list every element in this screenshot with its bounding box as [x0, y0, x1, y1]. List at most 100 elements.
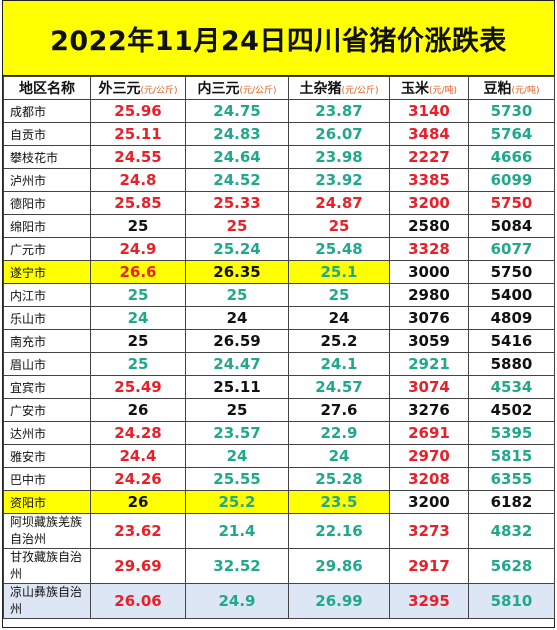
region-name-cell: 广安市 [3, 398, 91, 422]
header-tuzazhu: 土杂猪(元/公斤) [288, 76, 390, 100]
region-name-cell: 宜宾市 [3, 375, 91, 399]
p2-price-cell: 24.75 [185, 99, 289, 123]
title-bar: 2022年11月24日四川省猪价涨跌表 [3, 1, 554, 76]
p1-price-cell: 25.96 [90, 99, 186, 123]
p2-price-cell: 25.11 [185, 375, 289, 399]
p3-price-cell: 24 [288, 444, 390, 468]
region-name-cell: 遂宁市 [3, 260, 91, 284]
p2-price-cell: 25.2 [185, 490, 289, 514]
table-row: 资阳市 26 25.2 23.5 3200 6182 [3, 490, 555, 514]
table-row: 绵阳市 25 25 25 2580 5084 [3, 214, 555, 238]
soy-price-cell: 5400 [468, 283, 555, 307]
soy-price-cell: 5750 [468, 191, 555, 215]
table-row: 广安市 26 25 27.6 3276 4502 [3, 398, 555, 422]
corn-price-cell: 3000 [389, 260, 469, 284]
p2-price-cell: 25 [185, 283, 289, 307]
table-row: 德阳市 25.85 25.33 24.87 3200 5750 [3, 191, 555, 215]
soy-price-cell: 5084 [468, 214, 555, 238]
soy-price-cell: 4809 [468, 306, 555, 330]
corn-price-cell: 2980 [389, 283, 469, 307]
p1-price-cell: 24.26 [90, 467, 186, 491]
p3-price-cell: 23.5 [288, 490, 390, 514]
corn-price-cell: 2917 [389, 548, 469, 584]
header-waisanyuan: 外三元(元/公斤) [90, 76, 186, 100]
p3-price-cell: 22.9 [288, 421, 390, 445]
p1-price-cell: 24.8 [90, 168, 186, 192]
p3-price-cell: 25.1 [288, 260, 390, 284]
corn-price-cell: 3076 [389, 306, 469, 330]
table-row: 自贡市 25.11 24.83 26.07 3484 5764 [3, 122, 555, 146]
p3-price-cell: 25 [288, 214, 390, 238]
soy-price-cell: 4534 [468, 375, 555, 399]
soy-price-cell: 5416 [468, 329, 555, 353]
p2-price-cell: 26.35 [185, 260, 289, 284]
region-name-cell: 德阳市 [3, 191, 91, 215]
region-name-cell: 内江市 [3, 283, 91, 307]
p2-price-cell: 24.9 [185, 583, 289, 619]
region-name-cell: 攀枝花市 [3, 145, 91, 169]
p1-price-cell: 23.62 [90, 513, 186, 549]
p1-price-cell: 25 [90, 329, 186, 353]
p2-price-cell: 26.59 [185, 329, 289, 353]
p1-price-cell: 26 [90, 398, 186, 422]
page-title: 2022年11月24日四川省猪价涨跌表 [50, 25, 507, 57]
p1-price-cell: 29.69 [90, 548, 186, 584]
soy-price-cell: 6099 [468, 168, 555, 192]
region-name-cell: 凉山彝族自治州 [3, 583, 91, 619]
table-row: 凉山彝族自治州 26.06 24.9 26.99 3295 5810 [3, 583, 555, 619]
region-name-cell: 自贡市 [3, 122, 91, 146]
region-name-cell: 巴中市 [3, 467, 91, 491]
p1-price-cell: 24.4 [90, 444, 186, 468]
table-row: 内江市 25 25 25 2980 5400 [3, 283, 555, 307]
table-row: 眉山市 25 24.47 24.1 2921 5880 [3, 352, 555, 376]
p3-price-cell: 24.1 [288, 352, 390, 376]
region-name-cell: 泸州市 [3, 168, 91, 192]
soy-price-cell: 4666 [468, 145, 555, 169]
p1-price-cell: 25 [90, 283, 186, 307]
p1-price-cell: 24.28 [90, 421, 186, 445]
table-row: 南充市 25 26.59 25.2 3059 5416 [3, 329, 555, 353]
p2-price-cell: 24.64 [185, 145, 289, 169]
header-corn: 玉米(元/吨) [389, 76, 469, 100]
p3-price-cell: 23.87 [288, 99, 390, 123]
soy-price-cell: 5880 [468, 352, 555, 376]
p2-price-cell: 24 [185, 444, 289, 468]
p2-price-cell: 21.4 [185, 513, 289, 549]
table-row: 乐山市 24 24 24 3076 4809 [3, 306, 555, 330]
p3-price-cell: 24.57 [288, 375, 390, 399]
p1-price-cell: 24 [90, 306, 186, 330]
corn-price-cell: 3276 [389, 398, 469, 422]
region-name-cell: 阿坝藏族羌族自治州 [3, 513, 91, 549]
p2-price-cell: 23.57 [185, 421, 289, 445]
corn-price-cell: 2227 [389, 145, 469, 169]
p2-price-cell: 25.33 [185, 191, 289, 215]
region-name-cell: 南充市 [3, 329, 91, 353]
soy-price-cell: 5815 [468, 444, 555, 468]
region-name-cell: 资阳市 [3, 490, 91, 514]
p3-price-cell: 29.86 [288, 548, 390, 584]
corn-price-cell: 2921 [389, 352, 469, 376]
region-name-cell: 广元市 [3, 237, 91, 261]
corn-price-cell: 2580 [389, 214, 469, 238]
region-name-cell: 绵阳市 [3, 214, 91, 238]
soy-price-cell: 5810 [468, 583, 555, 619]
p2-price-cell: 25.24 [185, 237, 289, 261]
p1-price-cell: 25 [90, 352, 186, 376]
table-row: 雅安市 24.4 24 24 2970 5815 [3, 444, 555, 468]
p2-price-cell: 24.52 [185, 168, 289, 192]
corn-price-cell: 3200 [389, 191, 469, 215]
table-row: 宜宾市 25.49 25.11 24.57 3074 4534 [3, 375, 555, 399]
corn-price-cell: 3295 [389, 583, 469, 619]
p3-price-cell: 24 [288, 306, 390, 330]
header-neisanyuan: 内三元(元/公斤) [185, 76, 289, 100]
table-row: 成都市 25.96 24.75 23.87 3140 5730 [3, 99, 555, 123]
corn-price-cell: 3059 [389, 329, 469, 353]
p3-price-cell: 25.48 [288, 237, 390, 261]
p1-price-cell: 25.49 [90, 375, 186, 399]
p3-price-cell: 26.07 [288, 122, 390, 146]
p1-price-cell: 26.6 [90, 260, 186, 284]
corn-price-cell: 3200 [389, 490, 469, 514]
soy-price-cell: 6182 [468, 490, 555, 514]
price-table: 地区名称 外三元(元/公斤) 内三元(元/公斤) 土杂猪(元/公斤) 玉米(元/… [3, 76, 555, 619]
